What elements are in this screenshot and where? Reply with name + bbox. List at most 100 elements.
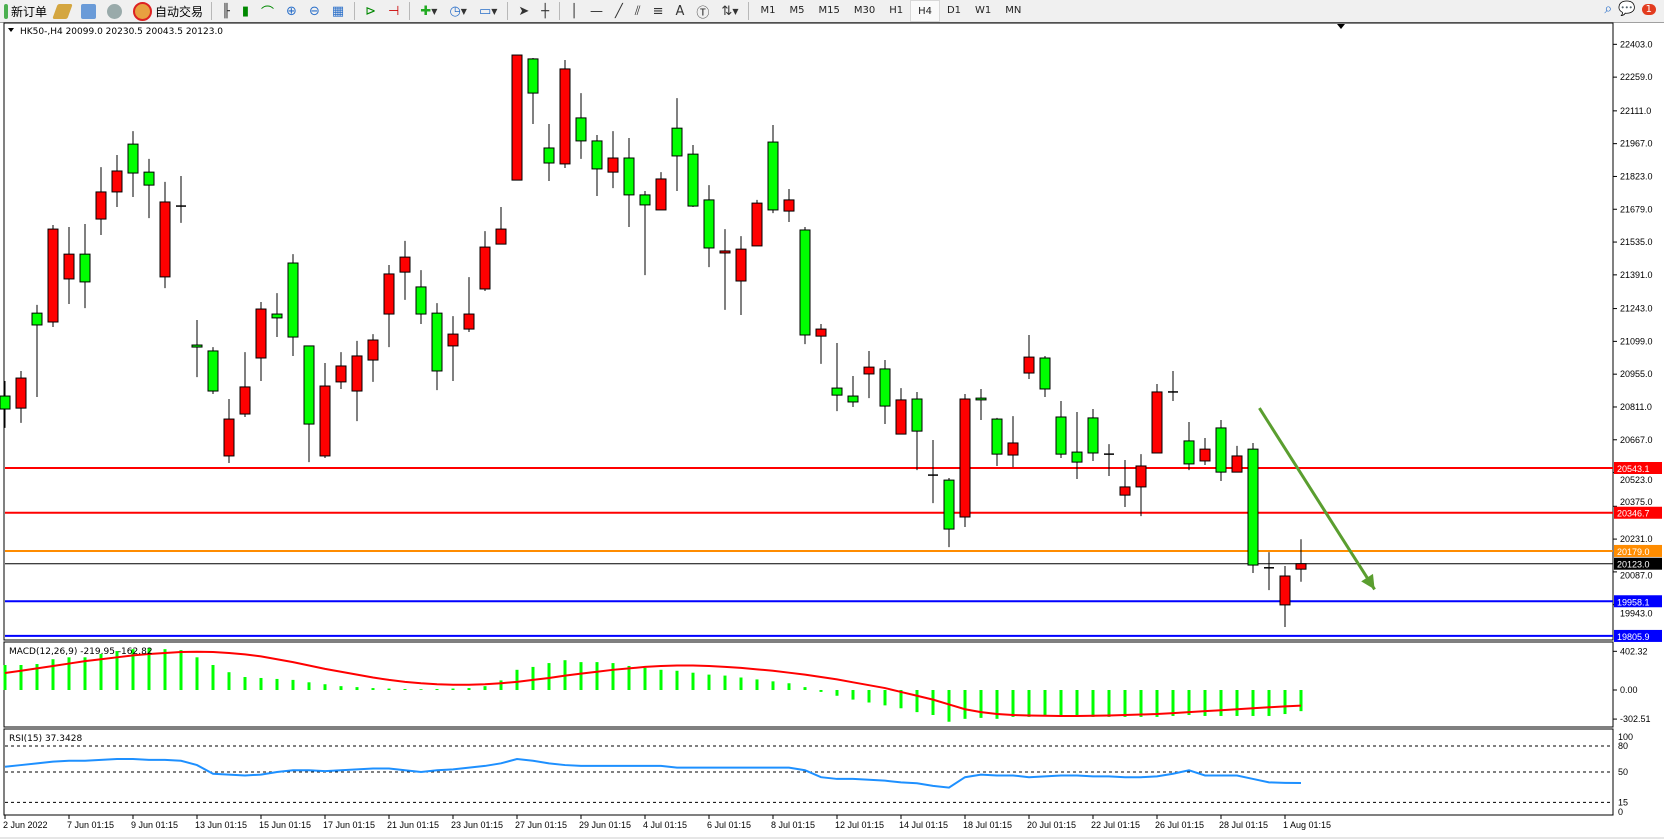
time-tick-label: 9 Jun 01:15 bbox=[131, 820, 178, 830]
periods-button[interactable]: ◷ ▼ bbox=[443, 1, 473, 21]
candle bbox=[879, 360, 891, 425]
divider bbox=[559, 2, 561, 20]
price-tick-label: 20955.0 bbox=[1620, 369, 1653, 379]
timeframe-m15[interactable]: M15 bbox=[818, 4, 840, 16]
candle-body bbox=[191, 344, 203, 348]
timeframe-d1[interactable]: D1 bbox=[946, 4, 962, 16]
zoom-out-button[interactable]: ⊖ bbox=[303, 1, 326, 21]
line-chart-button[interactable]: ⌒ bbox=[255, 1, 280, 21]
candle bbox=[511, 54, 523, 181]
price-tick-label: 21679.0 bbox=[1620, 204, 1653, 214]
timeframe-w1[interactable]: W1 bbox=[975, 4, 992, 16]
candle-body bbox=[799, 229, 811, 336]
indicators-button[interactable]: ✚ ▼ bbox=[414, 1, 443, 21]
divider bbox=[211, 2, 213, 20]
candle bbox=[1168, 370, 1178, 402]
time-tick-label: 13 Jun 01:15 bbox=[195, 820, 247, 830]
timeframe-m5[interactable]: M5 bbox=[789, 4, 805, 16]
trendline-tool[interactable]: ╱ bbox=[609, 1, 629, 21]
price-level-label: 19805.9 bbox=[1617, 632, 1650, 642]
text-tool[interactable]: A bbox=[670, 1, 691, 21]
cursor-tool[interactable]: ➤ bbox=[512, 1, 535, 21]
candle-body bbox=[575, 117, 587, 142]
candlestick-icon: ▮ bbox=[241, 3, 250, 19]
candle-body bbox=[1055, 416, 1067, 455]
candle bbox=[495, 206, 507, 245]
candlestick-button[interactable]: ▮ bbox=[236, 1, 255, 21]
timeframe-h1[interactable]: H1 bbox=[889, 4, 904, 16]
candle bbox=[1231, 445, 1243, 473]
time-tick-label: 28 Jul 01:15 bbox=[1219, 820, 1268, 830]
new-order-label: 新订单 bbox=[11, 4, 48, 19]
templates-button[interactable]: ▭ ▼ bbox=[473, 1, 503, 21]
text-label-icon: Ⓣ bbox=[696, 5, 710, 21]
candle-body bbox=[543, 147, 555, 164]
price-tick-label: 21535.0 bbox=[1620, 237, 1653, 247]
new-order-button[interactable]: 新订单 bbox=[0, 1, 51, 21]
candle-body bbox=[15, 377, 27, 409]
timeframe-h4[interactable]: H4 bbox=[910, 0, 940, 22]
zoom-out-icon: ⊖ bbox=[308, 3, 320, 19]
chart-shift-button[interactable]: ⊣ bbox=[382, 1, 405, 21]
price-tick-label: 22259.0 bbox=[1620, 72, 1653, 82]
collapse-triangle-icon bbox=[8, 28, 14, 32]
tile-windows-button[interactable]: ▦ bbox=[326, 1, 350, 21]
auto-trading-button[interactable]: 自动交易 bbox=[129, 1, 207, 21]
arrows-tool[interactable]: ⇅ ▼ bbox=[715, 1, 744, 21]
candle bbox=[47, 224, 59, 328]
candle-body bbox=[1023, 356, 1035, 374]
timeframe-mn[interactable]: MN bbox=[1005, 4, 1022, 16]
fibonacci-tool[interactable]: ≡ bbox=[647, 1, 670, 21]
price-level-label: 20123.0 bbox=[1617, 560, 1650, 570]
candle-body bbox=[735, 248, 747, 282]
time-tick-label: 17 Jun 01:15 bbox=[323, 820, 375, 830]
notification-badge: 1 bbox=[1641, 3, 1656, 15]
candle bbox=[735, 236, 747, 315]
candle bbox=[319, 363, 331, 458]
candle bbox=[975, 388, 987, 420]
candle-body bbox=[1231, 455, 1243, 473]
candle-body bbox=[703, 199, 715, 249]
price-tick-label: 22403.0 bbox=[1620, 39, 1653, 49]
equidistant-channel-tool[interactable]: ⫽ bbox=[629, 1, 647, 21]
search-icon[interactable]: ⌕ bbox=[1604, 1, 1613, 17]
candle-body bbox=[47, 228, 59, 323]
market-watch-button[interactable] bbox=[77, 1, 103, 21]
candle bbox=[831, 342, 843, 412]
time-tick-label: 23 Jun 01:15 bbox=[451, 820, 503, 830]
candle bbox=[767, 124, 779, 214]
price-tick-label: 20523.0 bbox=[1620, 475, 1653, 485]
cursor-icon: ➤ bbox=[518, 3, 530, 19]
candle-body bbox=[127, 143, 139, 174]
vertical-line-tool[interactable]: │ bbox=[564, 1, 584, 21]
divider bbox=[354, 2, 356, 20]
time-tick-label: 8 Jul 01:15 bbox=[771, 820, 815, 830]
time-tick-label: 22 Jul 01:15 bbox=[1091, 820, 1140, 830]
candle-body bbox=[895, 399, 907, 435]
timeframe-m1[interactable]: M1 bbox=[760, 4, 776, 16]
candle-body bbox=[1119, 486, 1131, 496]
candle-body bbox=[863, 366, 875, 375]
crosshair-tool[interactable]: ┼ bbox=[535, 1, 555, 21]
signal-button[interactable] bbox=[103, 1, 129, 21]
bar-chart-button[interactable]: ╟ bbox=[216, 1, 236, 21]
candle bbox=[527, 58, 539, 125]
new-order-icon bbox=[4, 3, 8, 19]
candle-body bbox=[767, 141, 779, 211]
price-level-tag bbox=[1614, 544, 1662, 557]
horizontal-line-tool[interactable]: — bbox=[584, 1, 609, 21]
candle-body bbox=[0, 395, 11, 410]
auto-scroll-button[interactable]: ⊳ bbox=[359, 1, 382, 21]
chat-icon[interactable]: 💬 bbox=[1618, 1, 1636, 17]
timeframe-m30[interactable]: M30 bbox=[853, 4, 876, 16]
candle bbox=[176, 175, 186, 223]
text-label-tool[interactable]: Ⓣ bbox=[690, 1, 715, 21]
rsi-tick-label: 50 bbox=[1618, 767, 1628, 777]
candle bbox=[31, 304, 43, 397]
candle-body bbox=[639, 194, 651, 206]
candle-body bbox=[1007, 442, 1019, 456]
price-tick-label: 21243.0 bbox=[1620, 304, 1653, 314]
zoom-in-button[interactable]: ⊕ bbox=[280, 1, 303, 21]
price-tick-label: 19943.0 bbox=[1620, 608, 1653, 618]
